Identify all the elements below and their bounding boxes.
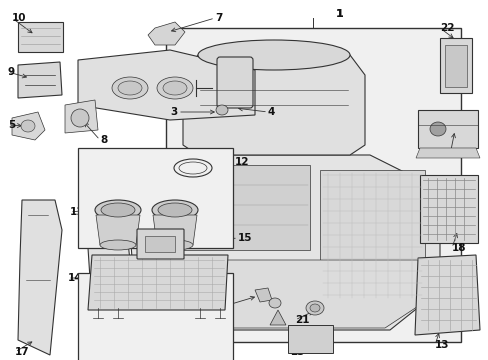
Text: 5: 5 — [8, 120, 15, 130]
Bar — [78, 148, 232, 248]
Ellipse shape — [112, 77, 148, 99]
Polygon shape — [65, 100, 98, 133]
Text: 14: 14 — [68, 273, 82, 283]
Bar — [417, 110, 477, 148]
Text: 1: 1 — [335, 9, 343, 19]
Ellipse shape — [216, 105, 227, 115]
Ellipse shape — [95, 200, 141, 220]
Ellipse shape — [157, 240, 193, 250]
FancyBboxPatch shape — [137, 229, 183, 259]
Text: 2: 2 — [170, 83, 178, 93]
Polygon shape — [138, 260, 434, 328]
Text: 22: 22 — [439, 23, 453, 33]
Ellipse shape — [71, 109, 89, 127]
Polygon shape — [175, 165, 309, 250]
Ellipse shape — [21, 120, 35, 132]
Polygon shape — [88, 242, 140, 355]
Text: 18: 18 — [451, 243, 466, 253]
Ellipse shape — [268, 298, 281, 308]
Ellipse shape — [152, 200, 198, 220]
Text: 19: 19 — [449, 150, 464, 160]
Text: 7: 7 — [215, 13, 222, 23]
Ellipse shape — [108, 325, 122, 335]
Text: 11: 11 — [70, 207, 84, 217]
Text: 23: 23 — [289, 347, 304, 357]
Text: 21: 21 — [294, 315, 309, 325]
Bar — [287, 325, 332, 353]
Polygon shape — [415, 148, 479, 158]
Polygon shape — [18, 62, 62, 98]
Polygon shape — [12, 112, 45, 140]
Bar — [78, 273, 232, 360]
Ellipse shape — [99, 268, 117, 282]
Polygon shape — [183, 55, 364, 155]
Ellipse shape — [112, 299, 128, 311]
Text: 1: 1 — [335, 9, 343, 19]
Text: 4: 4 — [267, 107, 275, 117]
Text: 6: 6 — [269, 53, 277, 63]
FancyBboxPatch shape — [217, 57, 252, 108]
Polygon shape — [130, 155, 439, 330]
Bar — [419, 175, 477, 243]
Text: 13: 13 — [434, 340, 448, 350]
Ellipse shape — [429, 122, 445, 136]
Ellipse shape — [118, 81, 142, 95]
Polygon shape — [78, 50, 254, 120]
Ellipse shape — [158, 203, 192, 217]
Bar — [319, 170, 424, 300]
Text: 10: 10 — [12, 13, 26, 23]
Bar — [165, 28, 460, 342]
Polygon shape — [254, 288, 271, 302]
Polygon shape — [269, 310, 285, 325]
Text: 17: 17 — [15, 347, 30, 357]
Text: 15: 15 — [238, 233, 252, 243]
Text: 3: 3 — [170, 107, 178, 117]
Bar — [145, 236, 175, 252]
Polygon shape — [88, 255, 227, 310]
Text: 16: 16 — [120, 350, 134, 360]
Polygon shape — [18, 200, 62, 355]
Ellipse shape — [309, 304, 319, 312]
Polygon shape — [96, 215, 140, 245]
Polygon shape — [153, 215, 197, 245]
Text: 20: 20 — [213, 300, 227, 310]
Text: 8: 8 — [100, 135, 107, 145]
Bar — [439, 38, 471, 93]
Ellipse shape — [101, 203, 135, 217]
Text: 12: 12 — [235, 157, 249, 167]
Polygon shape — [414, 255, 479, 335]
Ellipse shape — [305, 301, 324, 315]
Polygon shape — [148, 22, 184, 45]
Bar — [18, 22, 63, 52]
Text: 9: 9 — [8, 67, 15, 77]
Ellipse shape — [163, 81, 186, 95]
Ellipse shape — [100, 240, 136, 250]
Bar — [444, 45, 466, 87]
Ellipse shape — [157, 77, 193, 99]
Ellipse shape — [198, 40, 349, 70]
